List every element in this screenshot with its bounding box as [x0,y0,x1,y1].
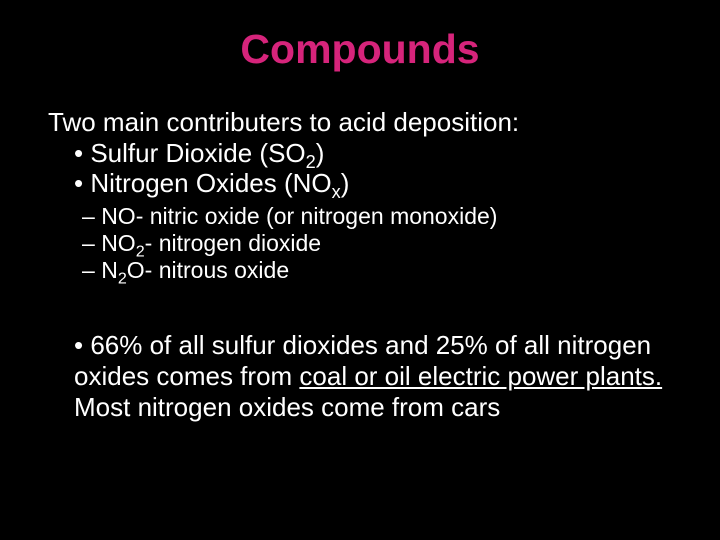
bullet-list-final: 66% of all sulfur dioxides and 25% of al… [48,330,680,422]
bullet-text: O- nitrous oxide [127,257,289,283]
spacer [48,304,680,330]
bullet-text: ) [341,168,350,198]
bullet-text: NO- nitric oxide (or nitrogen monoxide) [101,203,497,229]
underlined-text: coal or oil electric power plants. [299,361,662,391]
bullet-text: - nitrogen dioxide [145,230,321,256]
bullet-text: Nitrogen Oxides (NO [90,168,331,198]
bullet-text: N [101,257,118,283]
sub-bullet-no2: NO2- nitrogen dioxide [82,230,680,257]
subscript: x [332,183,341,203]
sub-bullet-n2o: N2O- nitrous oxide [82,257,680,284]
bullet-text: NO [101,230,136,256]
bullet-list-primary: Sulfur Dioxide (SO2) Nitrogen Oxides (NO… [48,138,680,199]
slide-title: Compounds [0,0,720,107]
sub-bullet-no: NO- nitric oxide (or nitrogen monoxide) [82,203,680,230]
bullet-sources: 66% of all sulfur dioxides and 25% of al… [74,330,680,422]
subscript: 2 [118,270,127,288]
bullet-list-secondary: NO- nitric oxide (or nitrogen monoxide) … [48,203,680,284]
bullet-text: Most nitrogen oxides come from cars [74,392,500,422]
intro-text: Two main contributers to acid deposition… [48,107,680,138]
bullet-sulfur-dioxide: Sulfur Dioxide (SO2) [74,138,680,169]
slide: Compounds Two main contributers to acid … [0,0,720,540]
bullet-text: ) [316,138,325,168]
bullet-text: Sulfur Dioxide (SO [90,138,305,168]
slide-body: Two main contributers to acid deposition… [0,107,720,422]
bullet-nitrogen-oxides: Nitrogen Oxides (NOx) [74,168,680,199]
